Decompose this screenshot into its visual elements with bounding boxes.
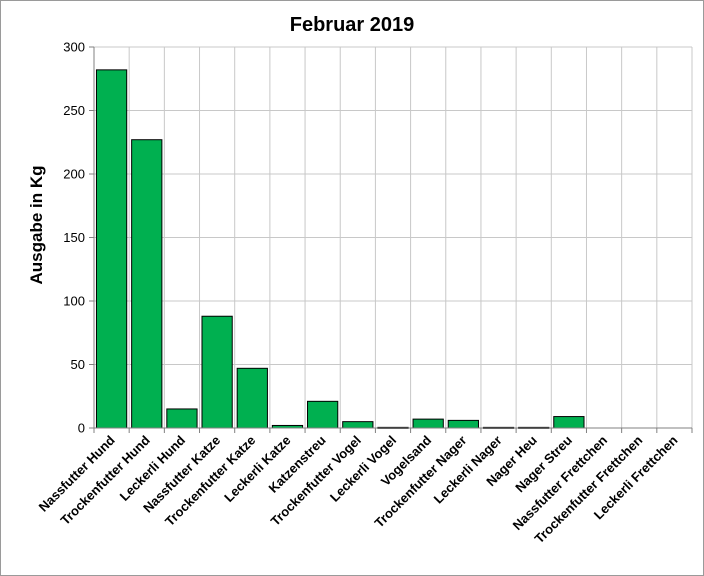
y-tick-label: 50: [71, 357, 85, 372]
bar: [236, 367, 268, 429]
bar: [412, 418, 444, 429]
bar: [342, 421, 374, 429]
bar: [131, 139, 163, 429]
y-tick-label: 150: [63, 230, 85, 245]
gridlines: [94, 46, 693, 428]
y-tick-label: 250: [63, 103, 85, 118]
chart-title: Februar 2019: [289, 14, 415, 36]
y-tick-label: 100: [63, 294, 85, 309]
bar: [307, 400, 339, 429]
bar: [95, 69, 128, 429]
y-tick-label: 300: [63, 40, 85, 55]
bar: [166, 408, 198, 429]
bar: [553, 416, 585, 429]
y-tick-label: 0: [78, 421, 85, 436]
y-tick-labels: 0 50 100 150 200 250 300: [63, 40, 85, 436]
y-tick-label: 200: [63, 167, 85, 182]
bar: [201, 315, 233, 429]
bars: [95, 69, 585, 429]
axes: [89, 46, 693, 433]
bar: [447, 419, 479, 429]
